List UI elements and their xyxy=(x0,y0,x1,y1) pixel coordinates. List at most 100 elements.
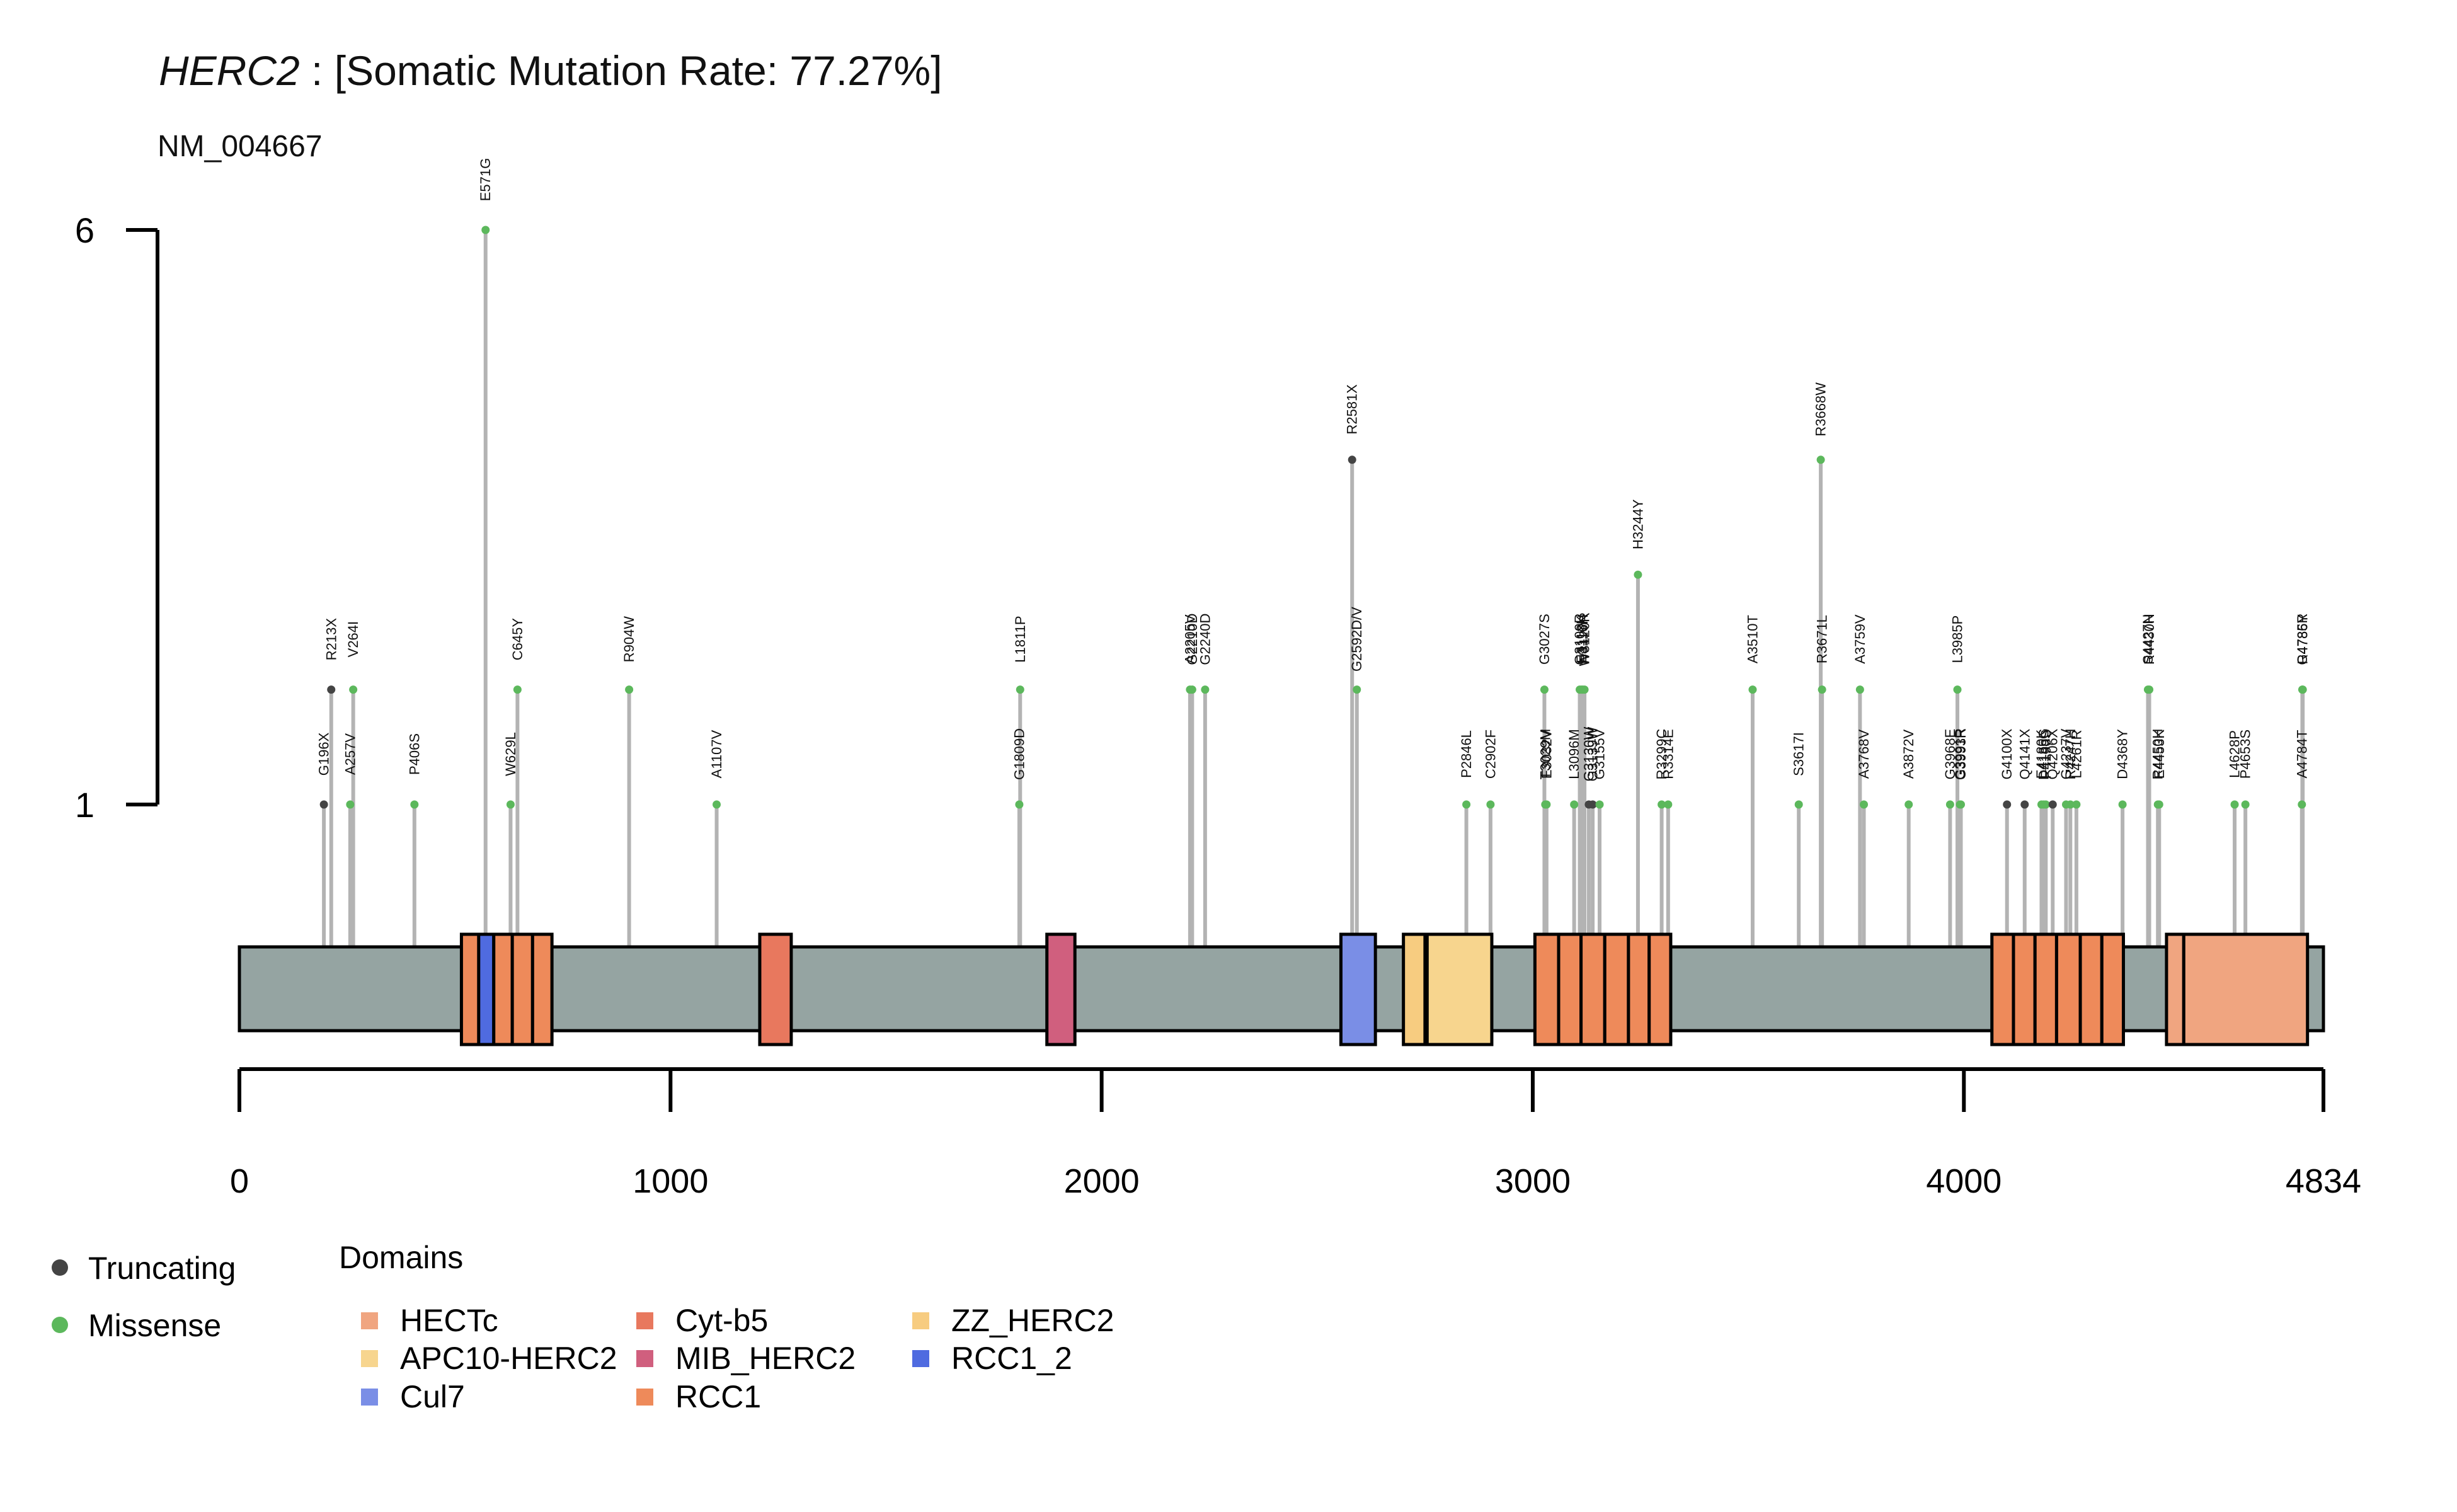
domain-rcc1-11 xyxy=(1533,932,1561,1046)
domain-rcc1-4 xyxy=(510,932,534,1046)
mutation-label-l4261r: L4261R xyxy=(2068,730,2084,778)
dot-d4368y xyxy=(2118,800,2127,809)
mutation-label-a257v: A257V xyxy=(342,733,358,775)
legend-label-zz-herc2: ZZ_HERC2 xyxy=(951,1303,1114,1338)
dot-p2846l xyxy=(1462,800,1471,809)
mutation-label-q4206x: Q4206X xyxy=(2045,728,2061,779)
mutation-label-q4141x: Q4141X xyxy=(2017,728,2032,779)
mutation-label-r2581x: R2581X xyxy=(1344,384,1360,435)
legend-label-rcc1-2: RCC1_2 xyxy=(951,1341,1072,1376)
dot-g3027s xyxy=(1540,685,1549,694)
x-tick-label-3000: 3000 xyxy=(1495,1162,1571,1200)
legend-label-rcc1: RCC1 xyxy=(675,1379,761,1414)
dot-a257v xyxy=(346,800,355,809)
mutation-label-r3299c: R3299C xyxy=(1654,729,1670,780)
mutation-label-l3096m: L3096M xyxy=(1566,729,1582,779)
mutation-label-g3155v: G3155V xyxy=(1592,728,1608,779)
mutation-label-e4180k: E4180K xyxy=(2034,730,2049,779)
dot-l4628p xyxy=(2230,800,2239,809)
mutation-label-c2902f: C2902F xyxy=(1482,730,1498,779)
mutation-label-l4628p: L4628P xyxy=(2227,730,2243,778)
mutation-label-g3993r: G3993R xyxy=(1953,728,1969,780)
legend-swatch-cyt-b5 xyxy=(636,1312,653,1329)
legend-label-cyt-b5: Cyt-b5 xyxy=(675,1303,768,1338)
dot-g3139w xyxy=(1588,800,1597,809)
mutation-label-g3027s: G3027S xyxy=(1537,614,1552,665)
mutation-label-g196x: G196X xyxy=(316,732,332,776)
lollipop-stems xyxy=(322,230,2305,947)
dot-r3314e xyxy=(1664,800,1673,809)
mutation-label-r213x: R213X xyxy=(323,618,339,661)
legend-swatch-mib-herc2 xyxy=(636,1350,653,1367)
dot-p4653s xyxy=(2241,800,2250,809)
mutation-label-r3671l: R3671L xyxy=(1814,615,1830,663)
lollipop-labels: G196X R213X A257V V264I P406S E571G W629L C645Y… xyxy=(316,158,2311,782)
dot-a3510t xyxy=(1748,685,1757,694)
dot-l1811p xyxy=(1016,685,1024,694)
mutation-label-g4100x: G4100X xyxy=(1999,728,2015,779)
domain-hectc-23 xyxy=(2165,932,2185,1046)
mutation-label-r904w: R904W xyxy=(621,616,637,663)
mutation-label-h3244y: H3244Y xyxy=(1630,499,1646,549)
legend-swatch-apc10-herc2 xyxy=(361,1350,378,1367)
dot-q4206x xyxy=(2048,800,2057,809)
mutation-label-g3130w: G3130W xyxy=(1581,726,1596,781)
legend-label-mib-herc2: MIB_HERC2 xyxy=(675,1341,856,1376)
dot-g3993r xyxy=(1956,800,1965,809)
domain-rcc1-12 xyxy=(1557,932,1583,1046)
dot-r904w xyxy=(625,685,634,694)
legend-label-cul7: Cul7 xyxy=(400,1379,465,1414)
dot-p4190s xyxy=(2041,800,2050,809)
dot-w3120r xyxy=(1580,685,1589,694)
dot-e4453k xyxy=(2155,800,2163,809)
mutation-label-p2846l: P2846L xyxy=(1458,730,1474,778)
dot-r4430h xyxy=(2145,685,2154,694)
dot-l3096m xyxy=(1570,800,1579,809)
transcript-id: NM_004667 xyxy=(158,130,323,163)
dot-a3768v xyxy=(1860,800,1869,809)
dot-a4784t xyxy=(2298,800,2306,809)
mutation-label-a3768v: A3768V xyxy=(1856,730,1872,779)
mutation-label-r4786y: R4786Y xyxy=(2295,614,2311,665)
dot-r213x xyxy=(327,685,336,694)
mutation-label-s3617i: S3617I xyxy=(1791,732,1807,776)
dot-r4247h xyxy=(2066,800,2075,809)
dot-g3968e xyxy=(1945,800,1954,809)
domain-mib-herc2-7 xyxy=(1045,932,1077,1046)
mutation-label-s4427n: S4427N xyxy=(2140,614,2156,665)
mutation-label-g1809d: G1809D xyxy=(1011,728,1027,780)
mutation-label-e571g: E571G xyxy=(478,158,493,202)
x-tick-label-1000: 1000 xyxy=(633,1162,708,1200)
dot-r3668w xyxy=(1816,455,1825,464)
dot-r3299c xyxy=(1658,800,1666,809)
chart-title: HERC2 : [Somatic Mutation Rate: 77.27%] xyxy=(159,47,942,94)
mutation-label-g4237v: G4237V xyxy=(2058,728,2074,779)
dot-v264i xyxy=(349,685,358,694)
dot-p406s xyxy=(410,800,419,809)
lollipop-dots xyxy=(319,226,2307,809)
mutation-type-legend: Truncating Missense xyxy=(52,1251,236,1343)
domain-rcc1-13 xyxy=(1579,932,1606,1046)
domain-zz-herc2-9 xyxy=(1402,932,1427,1046)
y-axis: 6 1 xyxy=(75,210,159,825)
mutation-label-r4450h: R4450H xyxy=(2150,729,2166,780)
mutation-label-r3314e: R3314E xyxy=(1660,729,1676,779)
mutation-label-d4185g: D4185G xyxy=(2036,728,2051,780)
dot-r3671l xyxy=(1818,685,1826,694)
dot-g196x xyxy=(319,800,328,809)
legend-label-hectc: HECTc xyxy=(400,1303,498,1338)
mutation-label-a2205v: A2205V xyxy=(1182,614,1198,664)
dot-r4786y xyxy=(2298,685,2307,694)
mutation-label-p406s: P406S xyxy=(406,733,422,775)
legend-label-missense: Missense xyxy=(88,1308,221,1343)
x-tick-label-2000: 2000 xyxy=(1064,1162,1140,1200)
dot-h3244y xyxy=(1634,570,1642,579)
dot-c2902f xyxy=(1486,800,1495,809)
gene-name: HERC2 xyxy=(159,47,300,94)
legend-dot-missense xyxy=(52,1317,68,1333)
mutation-label-a1107v: A1107V xyxy=(709,730,724,778)
dot-g2210d xyxy=(1188,685,1196,694)
mutation-label-p4653s: P4653S xyxy=(2238,730,2254,779)
dot-s3617i xyxy=(1794,800,1803,809)
domain-cul7-8 xyxy=(1339,932,1377,1046)
